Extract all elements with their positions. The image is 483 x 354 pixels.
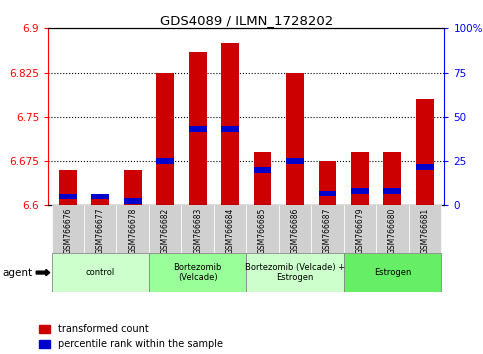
Bar (52, 253, 149, 292)
Bar (182, 205, 214, 253)
Bar (84, 205, 116, 253)
Text: Estrogen: Estrogen (374, 268, 411, 277)
Bar (124, 198, 142, 204)
Bar (59, 170, 77, 205)
Text: GSM766686: GSM766686 (291, 208, 299, 254)
Bar (52, 205, 84, 253)
Title: GDS4089 / ILMN_1728202: GDS4089 / ILMN_1728202 (160, 14, 333, 27)
Bar (279, 205, 311, 253)
Bar (254, 152, 271, 205)
Text: Bortezomib
(Velcade): Bortezomib (Velcade) (173, 263, 222, 282)
Bar (156, 158, 174, 164)
Bar (59, 194, 77, 199)
Text: GSM766683: GSM766683 (193, 208, 202, 254)
Bar (124, 170, 142, 205)
Bar (189, 126, 207, 132)
Legend: transformed count, percentile rank within the sample: transformed count, percentile rank withi… (39, 324, 223, 349)
Text: GSM766681: GSM766681 (420, 208, 429, 254)
Bar (214, 205, 246, 253)
Text: GSM766685: GSM766685 (258, 208, 267, 254)
Text: GSM766678: GSM766678 (128, 208, 137, 254)
Text: GSM766677: GSM766677 (96, 208, 105, 254)
Text: GSM766687: GSM766687 (323, 208, 332, 254)
Text: GSM766680: GSM766680 (388, 208, 397, 254)
Bar (384, 188, 401, 194)
Bar (149, 253, 246, 292)
Bar (286, 158, 304, 164)
Bar (221, 126, 239, 132)
Bar (254, 167, 271, 173)
Bar (351, 152, 369, 205)
Bar (91, 194, 109, 199)
Text: Bortezomib (Velcade) +
Estrogen: Bortezomib (Velcade) + Estrogen (245, 263, 345, 282)
Bar (351, 188, 369, 194)
Bar (319, 161, 337, 205)
Text: GSM766684: GSM766684 (226, 208, 235, 254)
Bar (384, 152, 401, 205)
Text: control: control (85, 268, 115, 277)
Bar (286, 73, 304, 205)
Bar (156, 73, 174, 205)
Bar (416, 99, 434, 205)
Bar (221, 43, 239, 205)
Bar (189, 52, 207, 205)
Bar (344, 205, 376, 253)
Bar (91, 199, 109, 205)
Bar (246, 205, 279, 253)
Bar (344, 253, 441, 292)
Bar (246, 253, 344, 292)
Text: GSM766679: GSM766679 (355, 208, 365, 254)
Text: GSM766676: GSM766676 (63, 208, 72, 254)
Bar (409, 205, 441, 253)
Text: GSM766682: GSM766682 (161, 208, 170, 254)
Bar (376, 205, 409, 253)
Bar (416, 164, 434, 170)
Bar (149, 205, 182, 253)
Bar (319, 190, 337, 196)
Bar (116, 205, 149, 253)
Text: agent: agent (2, 268, 32, 278)
Bar (311, 205, 344, 253)
